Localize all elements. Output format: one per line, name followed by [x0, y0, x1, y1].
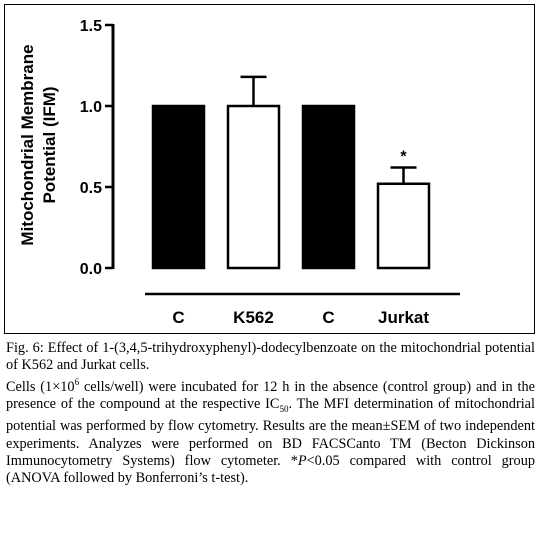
figure-caption: Fig. 6: Effect of 1-(3,4,5-trihydroxyphe… — [6, 340, 535, 487]
annotations: * — [400, 149, 407, 166]
bar-2 — [226, 104, 281, 270]
y-tick-label: 0.0 — [80, 261, 102, 278]
caption-pvalue-star: * — [290, 452, 298, 469]
y-tick-label: 0.5 — [80, 180, 102, 197]
y-ticks: 0.0 0.5 1.0 1.5 — [80, 18, 113, 278]
caption-title: Fig. 6: Effect of 1-(3,4,5-trihydroxyphe… — [6, 340, 535, 374]
x-tick-label-4: Jurkat — [378, 308, 429, 327]
bar-1 — [151, 104, 206, 270]
significance-marker: * — [400, 149, 407, 166]
caption-body: Cells (1×106 cells/well) were incubated … — [6, 374, 535, 487]
bar-chart: Mitochondrial Membrane Potential (IFM) 0.… — [18, 18, 460, 327]
bars — [151, 104, 431, 270]
caption-title-text: Fig. 6: Effect of 1-(3,4,5-trihydroxyphe… — [6, 340, 535, 374]
caption-superscript: 6 — [74, 377, 80, 388]
x-tick-label-2: K562 — [233, 308, 274, 327]
x-tick-label-1: C — [172, 308, 184, 327]
y-axis-label-line-1: Mitochondrial Membrane — [18, 44, 37, 245]
error-bars — [240, 75, 417, 184]
caption-pvalue-p: P — [297, 452, 307, 469]
bar-3 — [301, 104, 356, 270]
y-tick-label: 1.5 — [80, 18, 102, 35]
figure-chart-frame: Mitochondrial Membrane Potential (IFM) 0.… — [4, 4, 535, 334]
caption-pvalue-text: <0.05 compared with control group (ANOVA… — [6, 452, 535, 487]
y-axis-label-line-2: Potential (IFM) — [40, 86, 59, 203]
y-axis-label-group: Mitochondrial Membrane Potential (IFM) — [18, 44, 59, 245]
x-tick-labels: C K562 C Jurkat — [172, 308, 429, 327]
axes — [111, 24, 460, 296]
caption-text-1b: cells/well) were incubated for 12 h in t… — [6, 379, 535, 413]
caption-text-1a: Cells (1×10 — [6, 379, 75, 396]
y-tick-label: 1.0 — [80, 99, 102, 116]
x-tick-label-3: C — [322, 308, 334, 327]
caption-text-1c: . The MFI determination of mitochondrial… — [6, 396, 535, 469]
caption-subscript: 50 — [279, 404, 289, 415]
bar-4 — [376, 182, 431, 270]
